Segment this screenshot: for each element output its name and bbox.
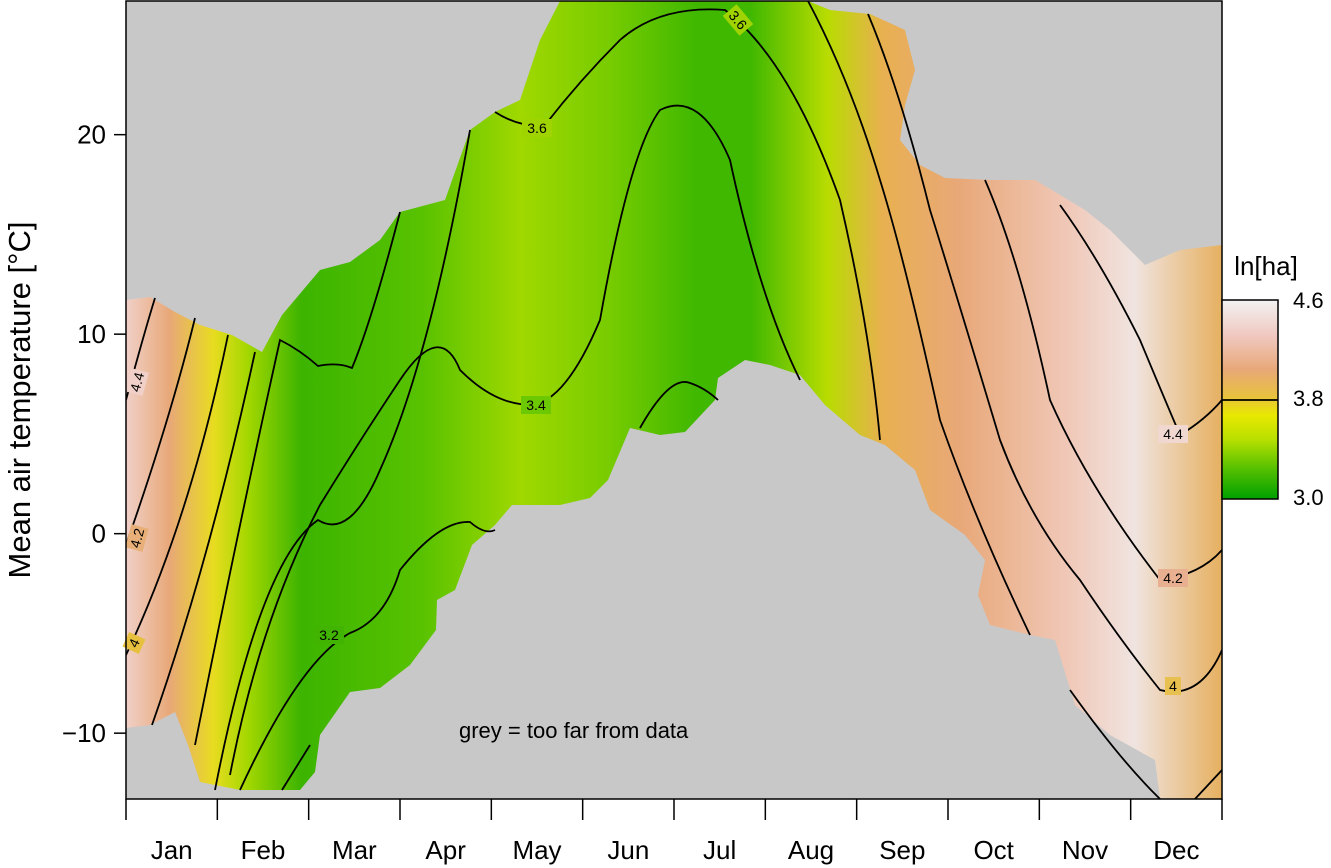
colorbar-tick-label: 3.8 [1293,386,1324,411]
contour-line [1069,689,1161,799]
colorbar: ln[ha] 4.6 3.8 3.0 [1221,251,1324,510]
y-axis: −10 0 10 20 [62,120,126,748]
contour-line [1059,204,1222,437]
contour-line [494,8,881,441]
x-tick-label: Jun [607,835,649,865]
contour-line [239,521,496,791]
contour-line [807,1,1031,636]
contour-line [639,381,719,429]
x-tick-label: Jan [151,835,193,865]
contour-line [126,334,229,656]
x-tick-label: Oct [973,835,1014,865]
y-tick-label: −10 [62,718,106,748]
y-tick-label: 0 [92,519,106,549]
y-axis-label: Mean air temperature [°C] [2,222,37,579]
contour-label: 3.4 [526,397,546,413]
x-tick-label: Jul [703,835,736,865]
colorbar-tick-label: 4.6 [1293,288,1324,313]
y-tick-label: 20 [77,120,106,150]
annotation: grey = too far from data [459,718,689,743]
contour-line [151,351,256,726]
data-region [126,1,1222,799]
contour-line [194,211,401,746]
colorbar-title: ln[ha] [1234,251,1298,281]
contour-line [281,744,311,791]
colorbar-tick-label: 3.0 [1293,485,1324,510]
contour-labels: 4.4 4.2 4 3.6 3.6 3.4 3.2 4.4 4.2 4 [122,4,1188,695]
contour-line [1194,769,1222,799]
x-tick-label: Feb [241,835,286,865]
y-tick-label: 10 [77,319,106,349]
x-tick-label: May [512,835,561,865]
contour-label: 4.4 [127,370,148,393]
contour-line [126,317,196,546]
contour-line [867,13,1222,693]
x-tick-label: Nov [1062,835,1108,865]
x-tick-label: Mar [332,835,377,865]
x-axis: Jan Feb Mar Apr May Jun Jul Aug Sep Oct Nov Dec [125,799,1223,865]
contour-label: 4.4 [1163,426,1183,442]
x-tick-label: Apr [425,835,466,865]
contour-label: 4.2 [127,526,148,549]
x-tick-label: Dec [1153,835,1199,865]
x-tick-label: Sep [879,835,925,865]
contour-label: 4 [1169,678,1177,694]
contour-label: 4.2 [1163,570,1183,586]
contour-line [214,129,471,791]
contour-label: 3.6 [527,120,547,136]
contour-label: 3.2 [319,627,339,643]
x-tick-label: Aug [788,835,834,865]
